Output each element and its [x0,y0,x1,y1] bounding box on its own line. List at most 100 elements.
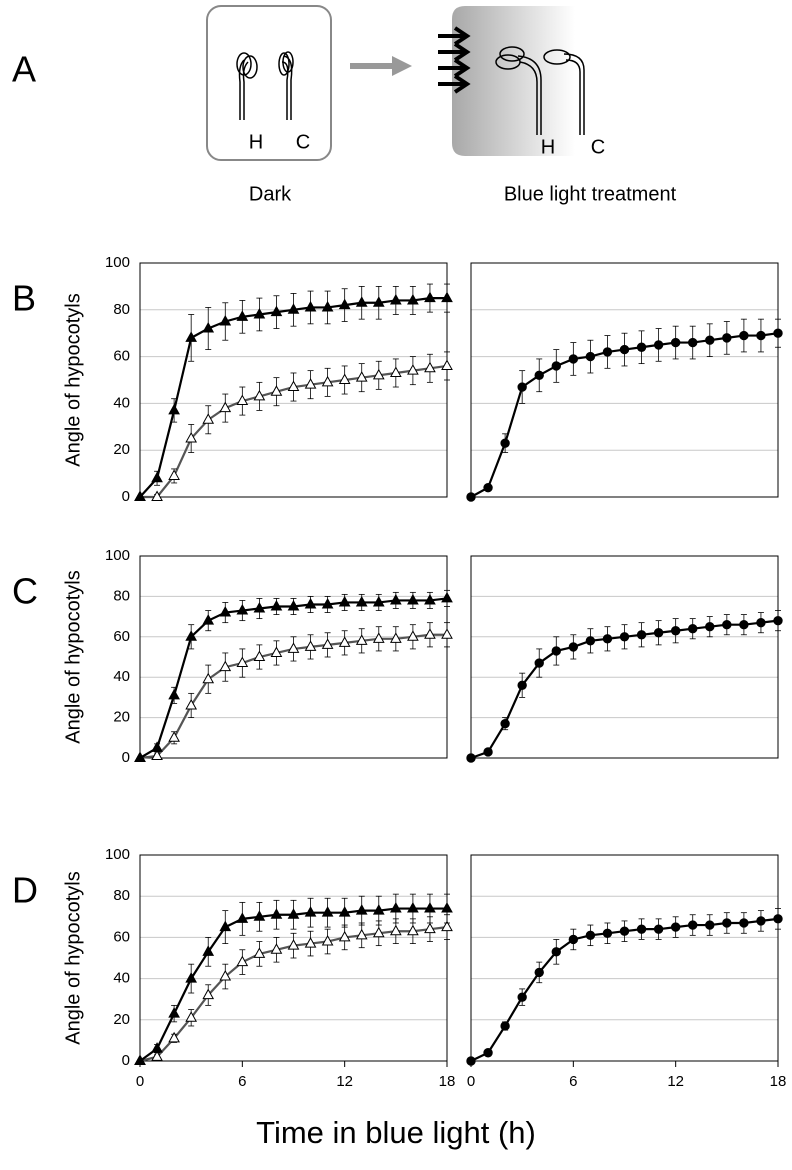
marker [253,910,266,921]
marker [219,314,232,326]
plot-frame [139,854,448,1062]
marker [636,342,647,352]
marker [407,924,419,936]
y-tick-label: 80 [113,587,130,604]
marker [168,1007,180,1018]
marker [134,751,146,762]
plot-frame [470,555,779,759]
marker [219,660,232,672]
marker [517,382,527,392]
x-tick-label: 18 [770,1073,787,1090]
marker [355,296,368,307]
marker [253,947,266,958]
marker [602,347,613,357]
y-tick-label: 0 [122,488,130,505]
marker [441,902,453,913]
x-tick-label: 0 [467,1073,475,1090]
marker [253,601,266,613]
marker [670,337,681,348]
marker [534,370,544,381]
marker [355,371,368,382]
marker [424,628,436,639]
marker [236,656,249,668]
marker [688,920,698,930]
marker [321,300,334,312]
y-tick-label: 60 [113,348,130,365]
marker [355,928,368,940]
marker [739,330,749,341]
marker [705,622,715,632]
marker [653,340,664,350]
marker [424,361,436,373]
marker [372,296,385,307]
marker [619,632,630,642]
marker [756,330,766,341]
marker [151,1042,163,1053]
x-tick-label: 12 [336,1073,353,1090]
y-tick-label: 80 [113,301,130,318]
marker [304,300,317,312]
y-tick-label: 100 [105,254,130,271]
marker [773,914,783,924]
marker [185,431,198,443]
light-arrows [438,26,471,94]
y-tick-label: 40 [113,970,130,987]
series-line [139,597,448,759]
marker [483,747,493,757]
marker [636,924,647,934]
marker [585,930,596,941]
y-tick-label: 20 [113,709,130,726]
marker [500,1021,510,1031]
light-box [452,6,575,156]
marker [287,908,300,919]
marker [739,619,749,630]
marker [270,305,283,317]
marker [219,920,232,932]
marker [202,988,215,1000]
marker [585,636,596,646]
marker [304,640,317,651]
dark-caption: Dark [249,183,292,205]
marker [424,922,436,934]
marker [407,293,419,305]
marker [619,926,630,936]
marker [168,403,180,415]
marker [441,920,453,932]
dark-h: H [249,131,263,153]
marker [151,1050,163,1061]
marker [407,593,419,605]
panel-label: D [12,870,38,911]
marker [219,606,232,617]
x-axis-label: Time in blue light (h) [256,1115,536,1150]
marker [705,335,715,345]
marker [602,634,613,644]
marker [338,636,351,647]
y-tick-label: 100 [105,547,130,564]
marker [441,628,453,639]
marker [236,912,249,923]
plot-frame [139,555,448,759]
marker [424,291,436,303]
marker [466,753,476,763]
marker [722,918,732,928]
marker [304,937,317,948]
y-tick-label: 40 [113,394,130,411]
marker [372,904,385,915]
marker [568,642,579,652]
marker [287,599,300,611]
marker [372,632,385,643]
dark-box [206,5,332,161]
marker [602,928,613,938]
marker [688,624,698,634]
marker [270,908,283,919]
marker [219,401,232,413]
marker [568,354,579,364]
marker [653,924,664,934]
marker [168,688,180,700]
y-axis-label: Angle of hypocotyls [62,570,84,743]
y-tick-label: 100 [105,846,130,863]
marker [551,947,561,957]
y-tick-label: 40 [113,668,130,685]
marker [151,471,163,483]
marker [151,490,163,501]
